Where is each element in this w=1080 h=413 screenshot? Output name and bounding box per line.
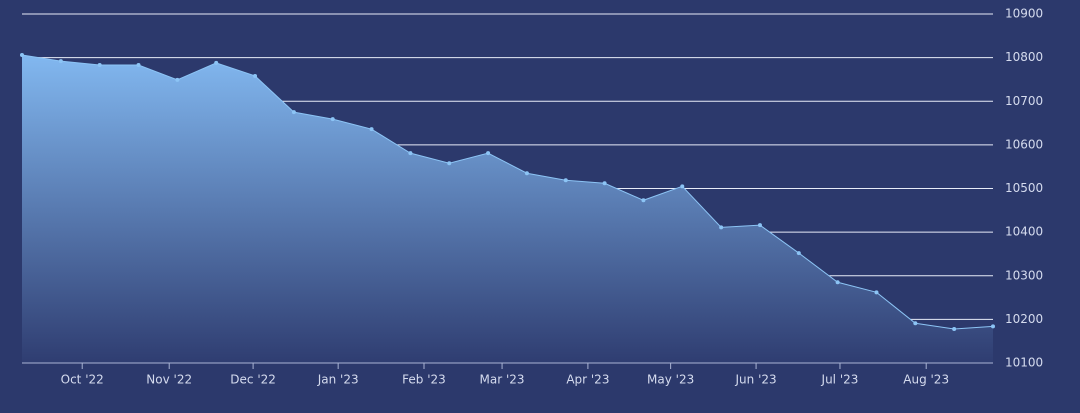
point [58, 59, 63, 64]
point [214, 60, 219, 65]
y-tick-label: 10800 [1005, 50, 1043, 64]
point [835, 280, 840, 285]
point [602, 181, 607, 186]
x-tick-label: Mar '23 [480, 373, 525, 387]
point [563, 178, 568, 183]
point [330, 117, 335, 122]
x-tick-label: Jan '23 [317, 373, 359, 387]
point [874, 290, 879, 295]
point [719, 225, 724, 230]
point [524, 171, 529, 176]
point [408, 151, 413, 156]
area-fill [22, 55, 993, 363]
point [447, 161, 452, 166]
point [253, 73, 258, 78]
point [796, 251, 801, 256]
x-tick-label: Apr '23 [566, 373, 609, 387]
area-line [21, 54, 994, 330]
point [291, 110, 296, 115]
y-tick-label: 10400 [1005, 225, 1043, 239]
x-tick-label: Nov '22 [146, 373, 192, 387]
point [757, 223, 762, 228]
x-tick-label: May '23 [647, 373, 694, 387]
point [136, 63, 141, 68]
x-tick-label: Jun '23 [735, 373, 777, 387]
point [20, 53, 24, 58]
point [641, 198, 646, 203]
y-tick-label: 10100 [1005, 356, 1043, 370]
point [486, 151, 491, 156]
x-tick-label: Jul '23 [821, 373, 859, 387]
x-tick-label: Feb '23 [402, 373, 446, 387]
x-tick-label: Oct '22 [61, 373, 104, 387]
y-tick-label: 10500 [1005, 181, 1043, 195]
x-tick-label: Dec '22 [230, 373, 276, 387]
y-tick-label: 10600 [1005, 137, 1043, 151]
point [991, 324, 995, 329]
point [97, 63, 102, 68]
point [175, 77, 180, 82]
x-tick-label: Aug '23 [903, 373, 949, 387]
point [952, 326, 957, 331]
y-tick-label: 10900 [1005, 7, 1043, 21]
point [369, 127, 374, 132]
point [913, 321, 918, 326]
point [680, 184, 685, 189]
y-tick-label: 10300 [1005, 268, 1043, 282]
y-tick-label: 10200 [1005, 312, 1043, 326]
y-tick-label: 10700 [1005, 94, 1043, 108]
